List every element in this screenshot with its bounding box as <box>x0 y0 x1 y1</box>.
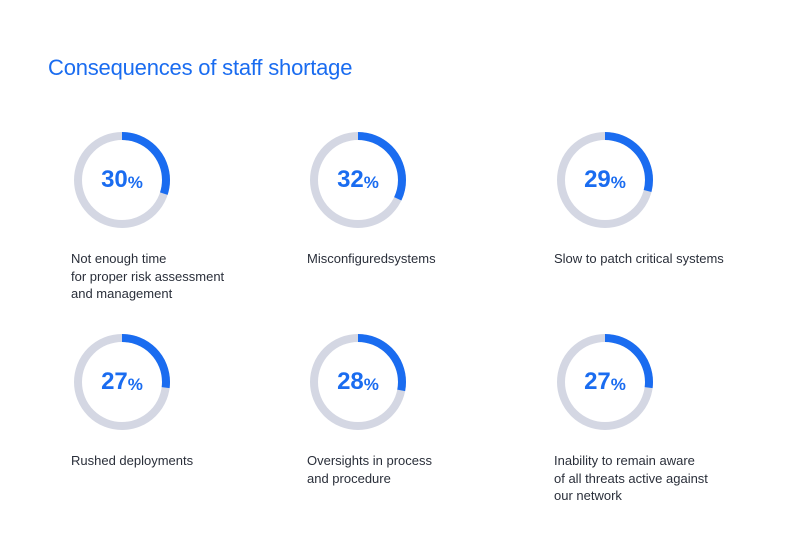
donut-ring <box>553 330 657 434</box>
percent-number: 27 <box>584 368 611 395</box>
stat-card: 27% Inability to remain aware of all thr… <box>553 330 783 530</box>
percent-value: 27% <box>553 330 657 434</box>
percent-value: 27% <box>70 330 174 434</box>
donut-ring <box>553 128 657 232</box>
percent-sign: % <box>363 172 379 192</box>
donut-value-arc <box>557 334 653 430</box>
stat-card: 27% Rushed deployments <box>70 330 300 530</box>
percent-number: 32 <box>337 166 364 193</box>
percent-number: 28 <box>337 368 364 395</box>
stat-label: Slow to patch critical systems <box>554 251 724 266</box>
stat-card: 32% Misconfiguredsystems <box>306 128 536 328</box>
donut-ring <box>306 128 410 232</box>
percent-sign: % <box>363 374 379 394</box>
donut-value-arc <box>310 132 406 228</box>
percent-number: 29 <box>584 166 611 193</box>
percent-sign: % <box>127 172 143 192</box>
percent-number: 30 <box>101 166 128 193</box>
percent-number: 27 <box>101 368 128 395</box>
stat-label: Misconfiguredsystems <box>307 251 436 266</box>
donut-ring <box>70 330 174 434</box>
donut-ring <box>70 128 174 232</box>
stat-card: 28% Oversights in process and procedure <box>306 330 536 530</box>
stat-label: Not enough time for proper risk assessme… <box>71 251 225 301</box>
percent-value: 28% <box>306 330 410 434</box>
donut-ring <box>306 330 410 434</box>
percent-sign: % <box>610 172 626 192</box>
percent-value: 30% <box>70 128 174 232</box>
percent-value: 32% <box>306 128 410 232</box>
percent-sign: % <box>610 374 626 394</box>
donut-value-arc <box>557 132 653 228</box>
stat-card: 30% Not enough time for proper risk asse… <box>70 128 300 328</box>
donut-value-arc <box>310 334 406 430</box>
page-title: Consequences of staff shortage <box>48 55 353 80</box>
stat-label: Inability to remain aware of all threats… <box>554 453 708 503</box>
donut-value-arc <box>74 334 170 430</box>
percent-value: 29% <box>553 128 657 232</box>
stat-label: Oversights in process and procedure <box>307 453 432 486</box>
donut-value-arc <box>74 132 170 228</box>
stat-card: 29% Slow to patch critical systems <box>553 128 783 328</box>
percent-sign: % <box>127 374 143 394</box>
stat-label: Rushed deployments <box>71 453 194 468</box>
